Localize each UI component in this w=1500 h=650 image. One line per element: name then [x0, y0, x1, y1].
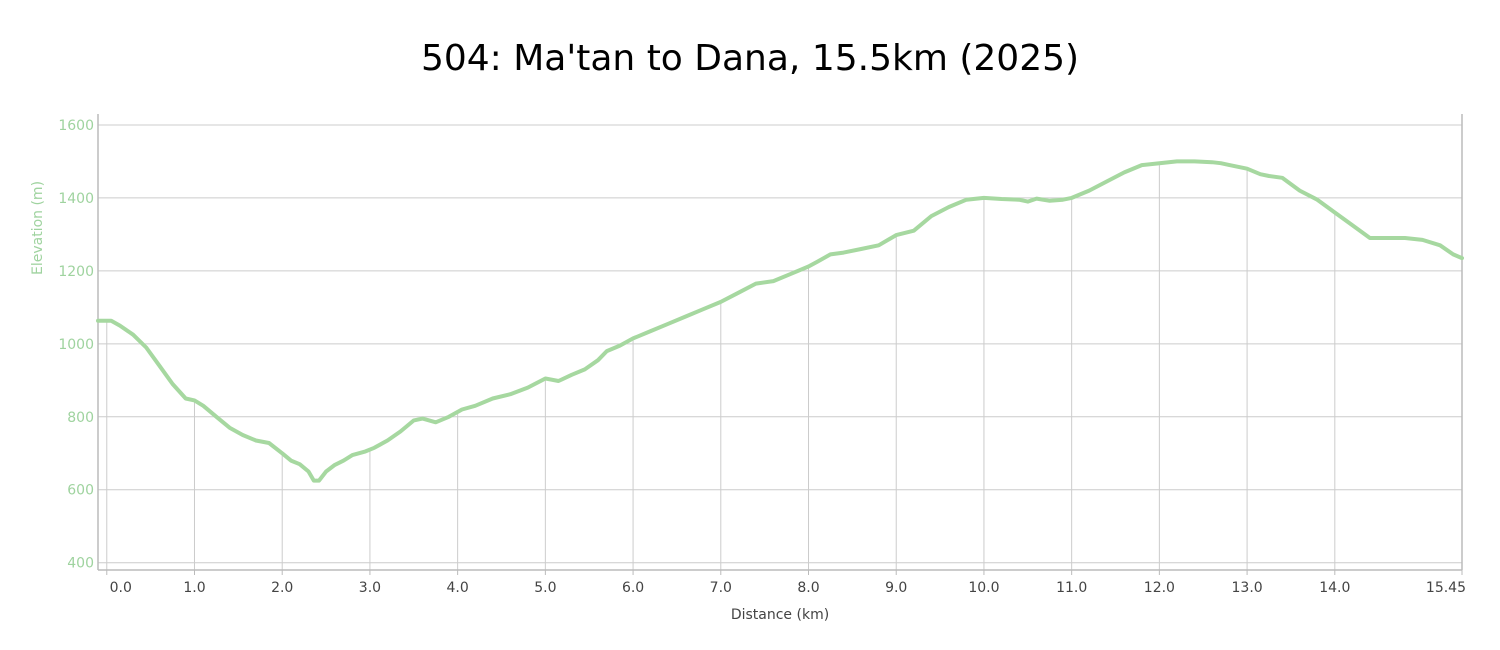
- y-tick-label: 800: [67, 410, 94, 426]
- label-layer: Distance (km) Elevation (m): [30, 181, 829, 623]
- x-tick-label: 5.0: [534, 580, 556, 596]
- x-tick-label: 8.0: [797, 580, 819, 596]
- elevation-line: [96, 159, 1464, 483]
- x-tick-label: 12.0: [1144, 580, 1175, 596]
- y-tick-label: 400: [67, 556, 94, 572]
- x-tick-label: 13.0: [1232, 580, 1263, 596]
- y-tick-label: 1000: [58, 337, 94, 353]
- y-tick-label: 1600: [58, 118, 94, 134]
- x-tick-label: 0.0: [110, 580, 132, 596]
- y-tick-label: 600: [67, 483, 94, 499]
- x-tick-label: 7.0: [710, 580, 732, 596]
- x-tick-label: 6.0: [622, 580, 644, 596]
- grid-layer: [98, 124, 1463, 570]
- axis-layer: 400 600 800 1000 1200 1400 1600 0.0 1.0 2.0 3.0 4.0…: [58, 114, 1466, 596]
- y-tick-label: 1400: [58, 191, 94, 207]
- x-tick-label: 4.0: [447, 580, 469, 596]
- x-tick-label: 14.0: [1319, 580, 1350, 596]
- chart-title: 504: Ma'tan to Dana, 15.5km (2025): [420, 38, 1080, 79]
- x-tick-label: 11.0: [1056, 580, 1087, 596]
- x-tick-label: 2.0: [271, 580, 293, 596]
- x-tick-label: 1.0: [183, 580, 205, 596]
- series-layer: [96, 159, 1464, 483]
- x-tick-label: 15.45: [1426, 580, 1466, 596]
- x-tick-label: 10.0: [968, 580, 999, 596]
- x-tick-label: 3.0: [359, 580, 381, 596]
- x-axis-title: Distance (km): [731, 607, 829, 623]
- y-tick-label: 1200: [58, 264, 94, 280]
- x-tick-label: 9.0: [885, 580, 907, 596]
- y-axis-title: Elevation (m): [30, 181, 46, 275]
